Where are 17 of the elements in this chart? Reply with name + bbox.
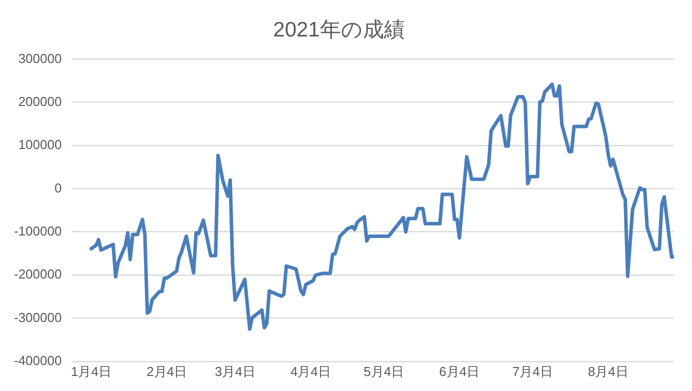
- y-tick-label: 300000: [18, 50, 62, 66]
- x-tick-label: 4月4日: [290, 364, 331, 379]
- y-tick-label: -200000: [14, 266, 62, 282]
- x-tick-label: 8月4日: [588, 364, 628, 379]
- y-tick-label: 0: [54, 180, 62, 196]
- y-tick-label: 100000: [18, 137, 62, 152]
- y-tick-label: -100000: [14, 223, 62, 238]
- x-tick-label: 1月4日: [70, 364, 112, 379]
- x-tick-label: 6月4日: [439, 364, 480, 379]
- x-tick-label: 3月4日: [214, 364, 256, 379]
- y-tick-label: -300000: [14, 310, 62, 325]
- x-tick-label: 2月4日: [146, 364, 188, 379]
- y-tick-label: 200000: [18, 94, 62, 109]
- chart-title: 2021年の成績: [273, 18, 405, 42]
- x-tick-label: 5月4日: [364, 364, 404, 379]
- y-tick-label: -400000: [14, 352, 62, 368]
- x-tick-label: 7月4日: [512, 364, 553, 379]
